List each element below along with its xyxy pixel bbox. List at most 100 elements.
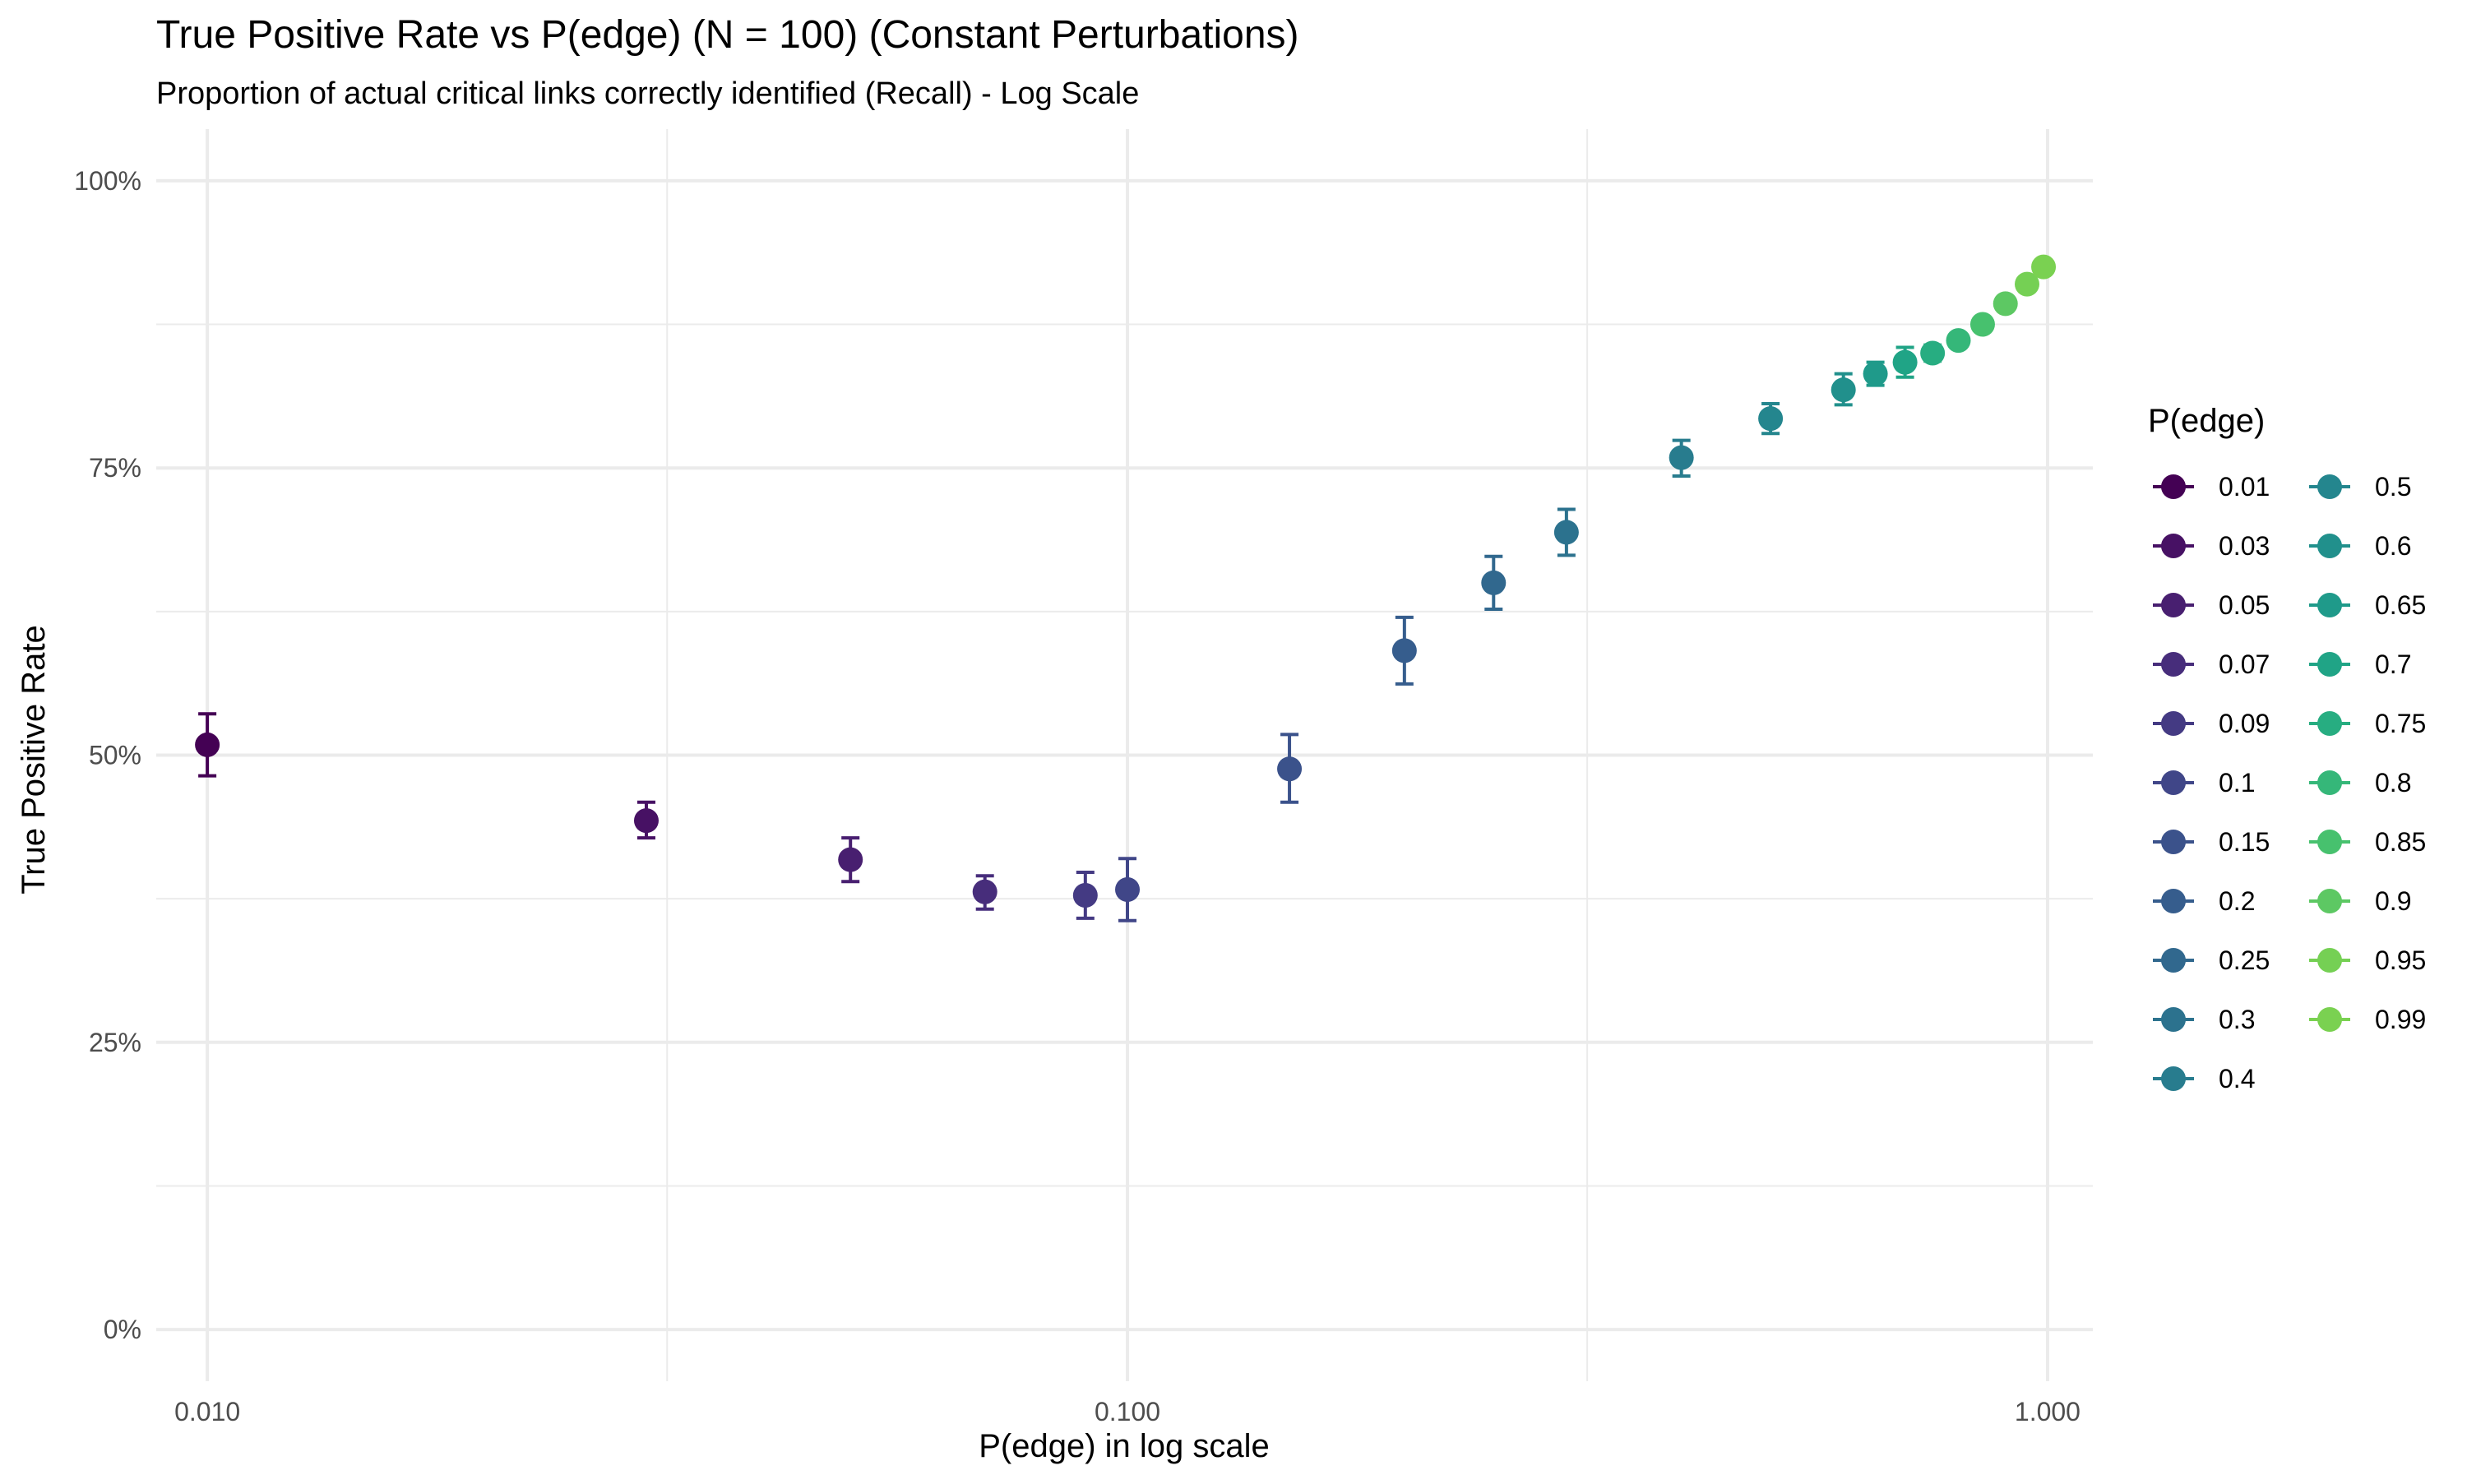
data-point-group	[1481, 554, 1507, 612]
legend-key-point	[2317, 830, 2342, 854]
legend-item: 0.85	[2309, 827, 2426, 857]
x-tick-label: 0.010	[174, 1397, 240, 1426]
data-point-group	[1863, 360, 1888, 387]
legend-item: 0.65	[2309, 590, 2426, 620]
legend-label: 0.75	[2375, 709, 2426, 738]
y-axis-title: True Positive Rate	[16, 625, 52, 895]
legend-label: 0.3	[2219, 1005, 2255, 1034]
legend-key-point	[2161, 474, 2186, 499]
legend-item: 0.8	[2309, 768, 2411, 797]
data-point-group	[1553, 507, 1579, 557]
legend-item: 0.25	[2153, 945, 2270, 975]
data-point	[1920, 340, 1946, 366]
legend-key-point	[2317, 474, 2342, 499]
legend-label: 0.1	[2219, 768, 2255, 797]
y-tick-label: 100%	[74, 166, 141, 196]
legend-key-point	[2317, 652, 2342, 677]
data-point	[1831, 377, 1856, 403]
legend-key-point	[2317, 534, 2342, 558]
legend-key-point	[2161, 1066, 2186, 1091]
legend-item: 0.9	[2309, 886, 2411, 916]
legend-item: 0.75	[2309, 709, 2426, 738]
data-point	[1669, 445, 1694, 470]
data-points	[195, 254, 2057, 922]
legend-key-point	[2161, 711, 2186, 736]
legend-key-point	[2161, 534, 2186, 558]
data-point-group	[2015, 271, 2040, 297]
legend-label: 0.09	[2219, 709, 2270, 738]
data-point	[838, 847, 863, 872]
legend-label: 0.65	[2375, 590, 2426, 620]
x-axis-title: P(edge) in log scale	[979, 1428, 1270, 1464]
legend-item: 0.7	[2309, 650, 2411, 679]
data-point	[195, 732, 220, 757]
legend-key-point	[2161, 1007, 2186, 1032]
data-point-group	[1920, 340, 1946, 366]
legend-key-point	[2317, 1007, 2342, 1032]
legend-key-point	[2161, 830, 2186, 854]
axis-ticks: 0% 25% 50% 75% 100% 0.010 0.100 1.000	[74, 166, 2081, 1426]
gridlines	[156, 129, 2093, 1381]
data-point-group	[1993, 291, 2018, 317]
legend-label: 0.5	[2375, 472, 2411, 502]
data-point	[972, 879, 997, 904]
legend-label: 0.2	[2219, 886, 2255, 916]
legend-item: 0.1	[2153, 768, 2255, 797]
data-point-group	[2031, 254, 2057, 280]
data-point	[633, 808, 659, 834]
legend-label: 0.25	[2219, 945, 2270, 975]
data-point	[2031, 254, 2057, 280]
legend-label: 0.7	[2375, 650, 2411, 679]
legend-item: 0.03	[2153, 531, 2270, 561]
data-point-group	[972, 874, 997, 911]
legend-label: 0.03	[2219, 531, 2270, 561]
legend-key-point	[2317, 889, 2342, 913]
data-point	[1863, 361, 1888, 386]
legend-item: 0.05	[2153, 590, 2270, 620]
data-point-group	[1892, 345, 1918, 379]
legend-item: 0.6	[2309, 531, 2411, 561]
legend-label: 0.4	[2219, 1064, 2255, 1093]
legend-label: 0.99	[2375, 1005, 2426, 1034]
legend-label: 0.95	[2375, 945, 2426, 975]
y-tick-label: 25%	[89, 1028, 141, 1057]
legend-key-point	[2161, 889, 2186, 913]
legend-key-point	[2161, 593, 2186, 617]
data-point-group	[1277, 733, 1303, 804]
legend-item: 0.2	[2153, 886, 2255, 916]
legend-item: 0.4	[2153, 1064, 2255, 1093]
data-point-group	[1072, 871, 1098, 920]
legend-item: 0.01	[2153, 472, 2270, 502]
legend: P(edge) 0.010.030.050.070.090.10.150.20.…	[2148, 403, 2426, 1093]
legend-title: P(edge)	[2148, 403, 2265, 439]
data-point-group	[195, 712, 220, 778]
legend-item: 0.07	[2153, 650, 2270, 679]
data-point-group	[633, 800, 659, 840]
legend-label: 0.07	[2219, 650, 2270, 679]
data-point-group	[1391, 615, 1417, 686]
data-point-group	[1831, 372, 1856, 407]
legend-key-point	[2317, 711, 2342, 736]
x-tick-label: 1.000	[2015, 1397, 2081, 1426]
legend-key-point	[2161, 652, 2186, 677]
y-tick-label: 75%	[89, 453, 141, 483]
data-point-group	[1669, 438, 1694, 478]
legend-label: 0.01	[2219, 472, 2270, 502]
legend-items: 0.01 0.03 0.05 0.07 0.09 0.1 0.15 0.2 0.25 0.3 0.4…	[2153, 472, 2426, 1093]
data-point	[1993, 291, 2018, 317]
data-point	[1115, 876, 1141, 902]
legend-key-point	[2161, 770, 2186, 795]
legend-label: 0.15	[2219, 827, 2270, 857]
data-point	[1969, 312, 1995, 337]
data-point	[1553, 520, 1579, 545]
x-tick-label: 0.100	[1095, 1397, 1160, 1426]
data-point	[1758, 406, 1784, 432]
legend-item: 0.3	[2153, 1005, 2255, 1034]
legend-item: 0.5	[2309, 472, 2411, 502]
legend-label: 0.9	[2375, 886, 2411, 916]
chart-title: True Positive Rate vs P(edge) (N = 100) …	[156, 13, 1299, 57]
legend-item: 0.09	[2153, 709, 2270, 738]
data-point-group	[838, 836, 863, 884]
